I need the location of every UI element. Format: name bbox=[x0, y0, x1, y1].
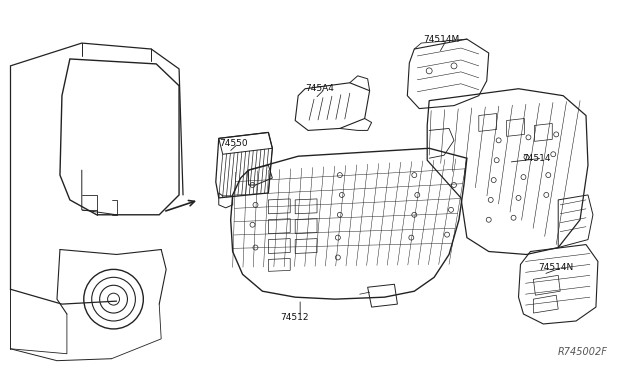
Text: 74514N: 74514N bbox=[538, 263, 573, 272]
Text: R745002F: R745002F bbox=[558, 347, 608, 357]
Text: 74550: 74550 bbox=[219, 139, 248, 148]
Text: 745A4: 745A4 bbox=[305, 84, 334, 93]
Text: 74514M: 74514M bbox=[423, 35, 460, 44]
Text: 74512: 74512 bbox=[280, 312, 308, 321]
Text: 74514: 74514 bbox=[522, 154, 551, 163]
